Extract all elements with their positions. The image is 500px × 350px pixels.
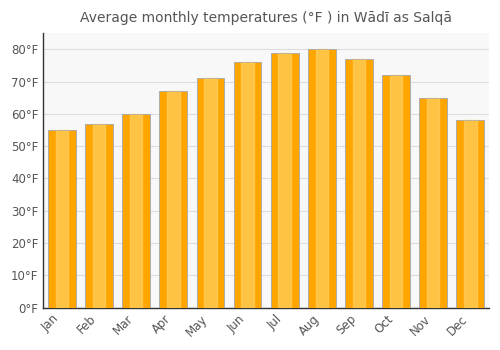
Bar [160,91,187,308]
Bar [308,49,336,308]
Bar [271,52,298,308]
Bar [382,75,410,308]
Bar [167,91,179,308]
Bar [271,52,298,308]
Bar [308,49,336,308]
Bar [456,120,484,308]
Bar [204,78,216,308]
Bar [130,114,142,308]
Bar [464,120,476,308]
Bar [93,124,106,308]
Bar [196,78,224,308]
Bar [48,130,76,308]
Bar [56,130,68,308]
Bar [160,91,187,308]
Bar [390,75,402,308]
Bar [234,62,262,308]
Bar [345,59,373,308]
Bar [122,114,150,308]
Bar [352,59,365,308]
Bar [48,130,76,308]
Bar [420,98,447,308]
Bar [234,62,262,308]
Bar [427,98,440,308]
Bar [242,62,254,308]
Bar [196,78,224,308]
Bar [382,75,410,308]
Bar [122,114,150,308]
Bar [316,49,328,308]
Title: Average monthly temperatures (°F ) in Wādī as Salqā: Average monthly temperatures (°F ) in Wā… [80,11,452,25]
Bar [85,124,113,308]
Bar [278,52,291,308]
Bar [85,124,113,308]
Bar [456,120,484,308]
Bar [420,98,447,308]
Bar [345,59,373,308]
